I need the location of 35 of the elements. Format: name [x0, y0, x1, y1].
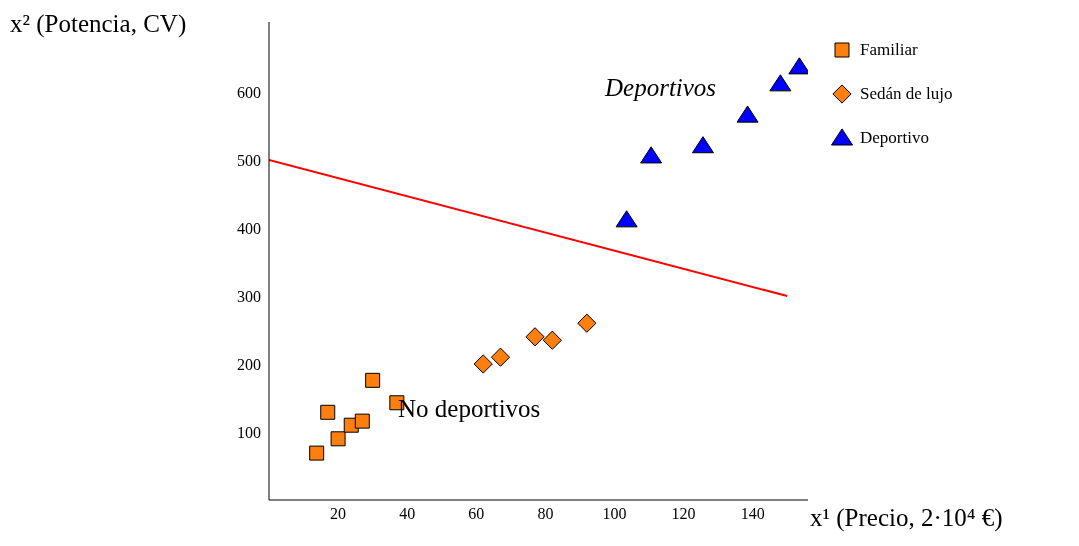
y-tick-label: 600: [237, 83, 261, 101]
point: [330, 431, 346, 447]
point: [490, 347, 511, 367]
y-tick-label: 100: [237, 423, 261, 441]
x-tick-label: 40: [399, 505, 416, 523]
point: [640, 146, 663, 164]
x-axis-title: x¹ (Precio, 2·10⁴ €): [810, 504, 1003, 532]
point: [691, 136, 714, 154]
legend-label: Sedán de lujo: [860, 84, 953, 104]
legend-label: Deportivo: [860, 128, 929, 148]
point: [309, 445, 325, 461]
y-tick-label: 400: [237, 219, 261, 237]
annotation: Deportivos: [605, 74, 717, 102]
point: [736, 105, 759, 123]
legend-label: Familiar: [860, 40, 918, 60]
y-tick-label: 300: [237, 287, 261, 305]
point: [525, 327, 545, 347]
point: [320, 404, 336, 420]
x-tick-label: 140: [740, 505, 765, 523]
annotation: No deportivos: [398, 395, 541, 423]
x-tick-label: 80: [537, 505, 554, 523]
point: [577, 313, 597, 333]
y-axis-title: x² (Potencia, CV): [10, 10, 187, 38]
x-tick-label: 100: [602, 505, 627, 523]
point: [542, 330, 562, 350]
x-tick-label: 60: [468, 505, 485, 523]
y-tick-label: 500: [237, 151, 261, 169]
y-tick-label: 200: [237, 355, 261, 373]
point: [365, 372, 381, 388]
point: [769, 74, 792, 92]
point: [473, 354, 493, 374]
point: [354, 413, 370, 429]
point: [615, 210, 638, 228]
x-tick-label: 20: [330, 505, 347, 523]
x-tick-label: 120: [671, 505, 696, 523]
